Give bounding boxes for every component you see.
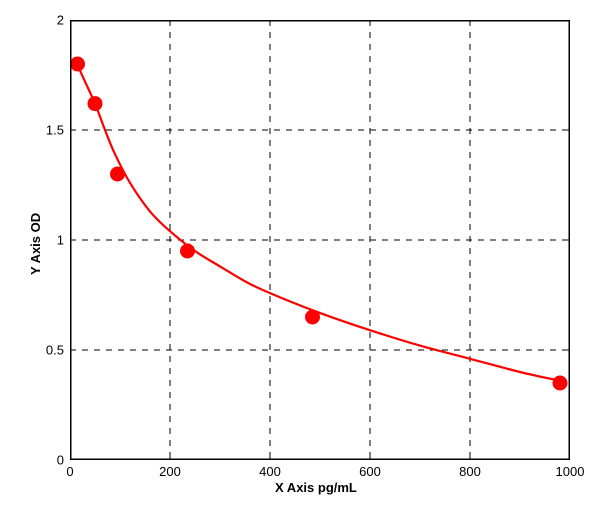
y-tick-label: 1.5 — [46, 123, 64, 138]
y-tick-label: 2 — [57, 13, 64, 28]
data-point — [306, 310, 320, 324]
data-point — [88, 97, 102, 111]
y-axis-label: Y Axis OD — [28, 213, 43, 275]
x-axis-label: X Axis pg/mL — [275, 480, 357, 495]
y-tick-label: 0.5 — [46, 343, 64, 358]
x-tick-label: 0 — [66, 464, 73, 479]
data-point — [111, 167, 125, 181]
x-tick-label: 400 — [259, 464, 281, 479]
x-tick-label: 200 — [159, 464, 181, 479]
y-tick-label: 0 — [57, 453, 64, 468]
figure: Y Axis OD X Axis pg/mL 0 200 400 600 800 1000… — [0, 0, 600, 516]
x-tick-label: 800 — [459, 464, 481, 479]
data-point — [553, 376, 567, 390]
x-tick-label: 600 — [359, 464, 381, 479]
data-point — [71, 57, 85, 71]
y-tick-label: 1 — [57, 233, 64, 248]
plot-area — [70, 20, 570, 460]
data-point — [181, 244, 195, 258]
x-tick-label: 1000 — [556, 464, 585, 479]
plot-svg — [70, 20, 570, 460]
